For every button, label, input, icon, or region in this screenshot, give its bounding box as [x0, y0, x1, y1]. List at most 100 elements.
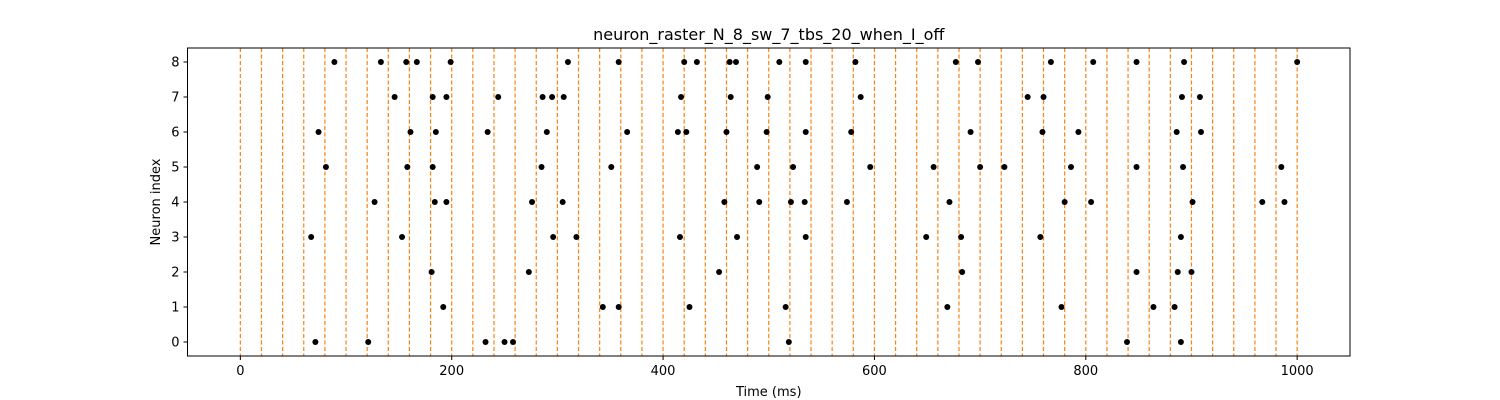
- spike-marker: [1180, 164, 1187, 170]
- spike-marker: [1039, 129, 1046, 135]
- spike-marker: [952, 59, 959, 65]
- spike-marker: [787, 199, 794, 205]
- spike-marker: [1281, 199, 1288, 205]
- spike-marker: [615, 304, 622, 310]
- spike-marker: [331, 59, 338, 65]
- spike-marker: [716, 269, 723, 275]
- spike-marker: [721, 199, 728, 205]
- spike-marker: [732, 59, 739, 65]
- spike-marker: [678, 94, 685, 100]
- spike-marker: [975, 59, 981, 65]
- spike-marker: [1061, 199, 1068, 205]
- spike-marker: [1294, 59, 1301, 65]
- spike-marker: [801, 199, 808, 205]
- spike-marker: [432, 129, 439, 135]
- x-tick-label: 1000: [1281, 364, 1314, 379]
- spike-marker: [501, 339, 508, 345]
- spike-marker: [403, 59, 410, 65]
- spike-marker: [782, 304, 789, 310]
- y-axis-label: Neuron index: [149, 158, 164, 245]
- y-tick-label: 5: [171, 161, 179, 176]
- spike-marker: [624, 129, 631, 135]
- spike-marker: [429, 94, 436, 100]
- spike-marker: [599, 304, 606, 310]
- x-axis-ticks: 0 200 400 600 800 1000: [236, 356, 1314, 379]
- spike-marker: [754, 164, 761, 170]
- spike-marker: [946, 199, 953, 205]
- y-tick-label: 7: [171, 91, 179, 106]
- vertical-dashed-lines: [239, 48, 1298, 356]
- spike-marker: [1024, 94, 1031, 100]
- spike-marker: [529, 199, 536, 205]
- spike-marker: [482, 339, 489, 345]
- spike-marker: [440, 304, 447, 310]
- spike-marker: [763, 129, 770, 135]
- spike-marker: [843, 199, 850, 205]
- spike-marker: [683, 129, 690, 135]
- spike-marker: [1037, 234, 1044, 240]
- spike-marker: [404, 164, 411, 170]
- spike-marker: [930, 164, 937, 170]
- spike-marker: [510, 339, 516, 345]
- spike-marker: [785, 339, 792, 345]
- spike-marker: [615, 59, 622, 65]
- spike-marker: [322, 164, 329, 170]
- spike-marker: [371, 199, 378, 205]
- spike-marker: [676, 234, 683, 240]
- spike-marker: [1181, 59, 1188, 65]
- spike-marker: [1177, 234, 1184, 240]
- spike-marker: [802, 59, 809, 65]
- spike-marker: [1133, 59, 1140, 65]
- spike-marker: [686, 304, 693, 310]
- y-tick-label: 4: [171, 196, 179, 211]
- y-tick-label: 0: [171, 336, 179, 351]
- spike-marker: [967, 129, 974, 135]
- spike-marker: [802, 129, 809, 135]
- spike-marker: [674, 129, 681, 135]
- spike-marker: [857, 94, 864, 100]
- spike-marker: [790, 164, 797, 170]
- spike-marker: [428, 269, 435, 275]
- y-tick-label: 6: [171, 126, 179, 141]
- spike-marker: [399, 234, 406, 240]
- spike-marker: [1188, 269, 1195, 275]
- spike-marker: [959, 269, 966, 275]
- spike-marker: [447, 59, 454, 65]
- spike-marker: [802, 234, 809, 240]
- spike-marker: [852, 59, 859, 65]
- spike-marker: [1177, 339, 1184, 345]
- spike-marker: [407, 129, 414, 135]
- spike-marker: [1133, 164, 1140, 170]
- spike-marker: [391, 94, 398, 100]
- spike-marker: [734, 234, 741, 240]
- spike-marker: [1001, 164, 1008, 170]
- spike-marker: [443, 199, 450, 205]
- spike-marker: [867, 164, 874, 170]
- spike-markers: [308, 59, 1301, 345]
- spike-marker: [1197, 129, 1204, 135]
- spike-marker: [560, 94, 567, 100]
- x-tick-label: 200: [439, 364, 464, 379]
- spike-marker: [1259, 199, 1266, 205]
- spike-marker: [443, 94, 450, 100]
- spike-marker: [1171, 304, 1178, 310]
- spike-marker: [1088, 199, 1095, 205]
- y-tick-label: 1: [171, 301, 179, 316]
- spike-marker: [495, 94, 502, 100]
- spike-marker: [1058, 304, 1065, 310]
- spike-marker: [1133, 269, 1140, 275]
- spike-marker: [550, 234, 557, 240]
- spike-marker: [308, 234, 315, 240]
- spike-marker: [538, 164, 545, 170]
- spike-marker: [539, 94, 546, 100]
- spike-marker: [315, 129, 322, 135]
- chart-title: neuron_raster_N_8_sw_7_tbs_20_when_I_off: [593, 25, 945, 45]
- x-tick-label: 600: [862, 364, 887, 379]
- y-tick-label: 2: [171, 266, 179, 281]
- spike-marker: [693, 59, 700, 65]
- spike-marker: [1174, 269, 1181, 275]
- spike-marker: [431, 199, 438, 205]
- spike-marker: [923, 234, 930, 240]
- spike-marker: [848, 129, 855, 135]
